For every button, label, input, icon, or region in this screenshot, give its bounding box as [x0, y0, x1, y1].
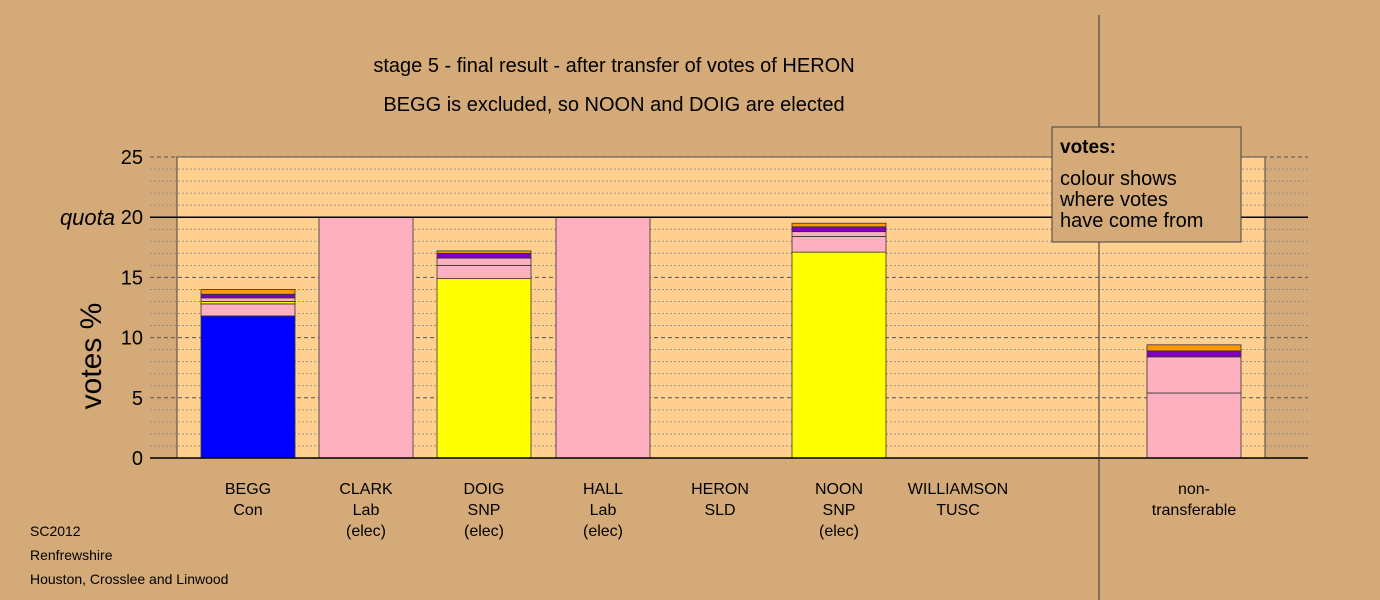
- bar-segment: [200, 297, 296, 302]
- category-label: Con: [233, 502, 262, 519]
- bar-segment: [1146, 356, 1242, 394]
- category-label: DOIG: [464, 481, 505, 498]
- bar-segment: [200, 315, 296, 459]
- bar-segment: [791, 231, 887, 237]
- y-tick-label: 0: [132, 448, 143, 470]
- bar-segment: [555, 216, 651, 459]
- bar-segment: [1146, 392, 1242, 459]
- bar-segment: [791, 226, 887, 233]
- legend-line: colour shows: [1060, 168, 1177, 190]
- category-label: non-: [1178, 481, 1210, 498]
- category-label: WILLIAMSON: [908, 481, 1008, 498]
- y-tick-label: 25: [121, 147, 143, 169]
- bar-segment: [436, 264, 532, 280]
- quota-label: quota: [60, 205, 115, 230]
- bar-segment: [436, 250, 532, 254]
- chart-title: stage 5 - final result - after transfer …: [373, 55, 854, 77]
- bar-segment: [436, 257, 532, 266]
- legend-line: where votes: [1059, 189, 1168, 211]
- bar-segment: [200, 303, 296, 317]
- bar-segment: [318, 216, 414, 459]
- category-label: SNP: [823, 502, 856, 519]
- chart-subtitle: BEGG is excluded, so NOON and DOIG are e…: [383, 94, 844, 116]
- category-label: HERON: [691, 481, 749, 498]
- y-tick-label: 20: [121, 207, 143, 229]
- bar-segment: [791, 222, 887, 228]
- bar-segment: [791, 236, 887, 253]
- category-label: (elec): [346, 523, 386, 540]
- bar-segment: [200, 293, 296, 299]
- legend: votes: colour shows where votes have com…: [1051, 126, 1242, 243]
- category-label: Lab: [353, 502, 380, 519]
- category-label: (elec): [464, 523, 504, 540]
- category-label: SLD: [704, 502, 735, 519]
- category-label: CLARK: [339, 481, 393, 498]
- footer-code: SC2012: [30, 523, 81, 539]
- category-label: Lab: [590, 502, 617, 519]
- legend-line: have come from: [1060, 210, 1203, 232]
- category-label: HALL: [583, 481, 623, 498]
- bar-segment: [200, 289, 296, 295]
- footer-council: Renfrewshire: [30, 547, 113, 563]
- y-tick-label: 15: [121, 267, 143, 289]
- bar-segment: [436, 252, 532, 259]
- legend-box: [1051, 126, 1242, 243]
- y-tick-label: 5: [132, 388, 143, 410]
- category-label: BEGG: [225, 481, 271, 498]
- category-label: NOON: [815, 481, 863, 498]
- category-label: (elec): [819, 523, 859, 540]
- y-tick-label: 10: [121, 328, 143, 350]
- bar-segment: [1146, 350, 1242, 358]
- bar-segment: [791, 251, 887, 459]
- category-label: transferable: [1152, 502, 1237, 519]
- category-label: TUSC: [936, 502, 980, 519]
- bar-segment: [1146, 344, 1242, 352]
- bar-segment: [436, 278, 532, 459]
- category-label: (elec): [583, 523, 623, 540]
- category-label: SNP: [468, 502, 501, 519]
- legend-title: votes:: [1060, 137, 1116, 158]
- footer-ward: Houston, Crosslee and Linwood: [30, 571, 228, 587]
- y-axis-label: votes %: [75, 303, 108, 410]
